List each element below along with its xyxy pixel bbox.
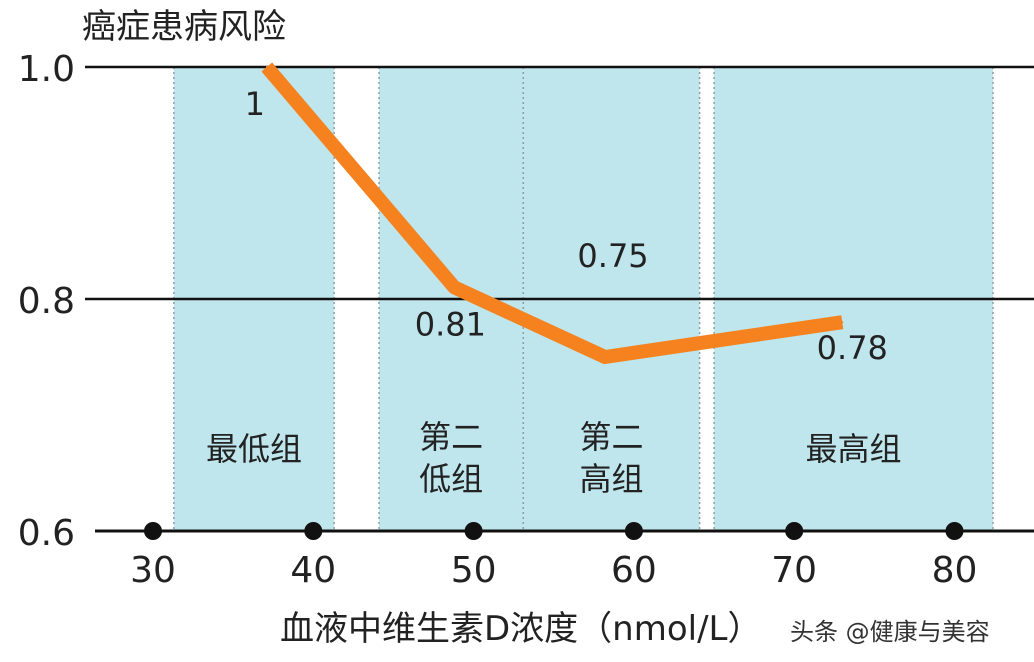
band-label: 第二 bbox=[419, 418, 483, 456]
data-label: 0.78 bbox=[817, 329, 888, 367]
data-point bbox=[453, 286, 456, 289]
x-tick-dot bbox=[304, 522, 323, 540]
band-label: 第二 bbox=[579, 418, 643, 456]
y-tick-label: 0.6 bbox=[18, 513, 75, 554]
data-point bbox=[265, 66, 268, 68]
x-tick-dot bbox=[945, 522, 964, 540]
x-axis-label: 血液中维生素D浓度（nmol/L） bbox=[280, 609, 762, 649]
watermark: 头条 @健康与美容 bbox=[790, 618, 990, 646]
y-tick-label: 0.8 bbox=[18, 281, 75, 322]
x-tick-dot bbox=[144, 522, 162, 540]
series-line bbox=[261, 62, 844, 364]
x-tick-label: 70 bbox=[771, 550, 817, 591]
x-tick-label: 60 bbox=[611, 550, 657, 591]
band-label: 低组 bbox=[419, 460, 483, 498]
x-tick-label: 80 bbox=[932, 550, 978, 591]
y-tick-label: 1.0 bbox=[18, 49, 75, 90]
band-label: 最高组 bbox=[806, 430, 902, 468]
x-tick-dot bbox=[785, 522, 804, 540]
data-label: 1 bbox=[245, 85, 265, 123]
band-label: 最低组 bbox=[206, 430, 302, 468]
x-tick-dot bbox=[624, 522, 643, 540]
data-point bbox=[604, 356, 607, 358]
x-tick-label: 30 bbox=[130, 550, 176, 591]
x-tick-label: 50 bbox=[451, 550, 497, 591]
data-label: 0.75 bbox=[577, 237, 648, 275]
data-point bbox=[841, 321, 844, 324]
x-tick-dot bbox=[464, 522, 483, 540]
data-label: 0.81 bbox=[415, 305, 486, 343]
chart-title: 癌症患病风险 bbox=[82, 7, 286, 47]
band-label: 高组 bbox=[579, 460, 643, 498]
x-tick-label: 40 bbox=[290, 550, 336, 591]
